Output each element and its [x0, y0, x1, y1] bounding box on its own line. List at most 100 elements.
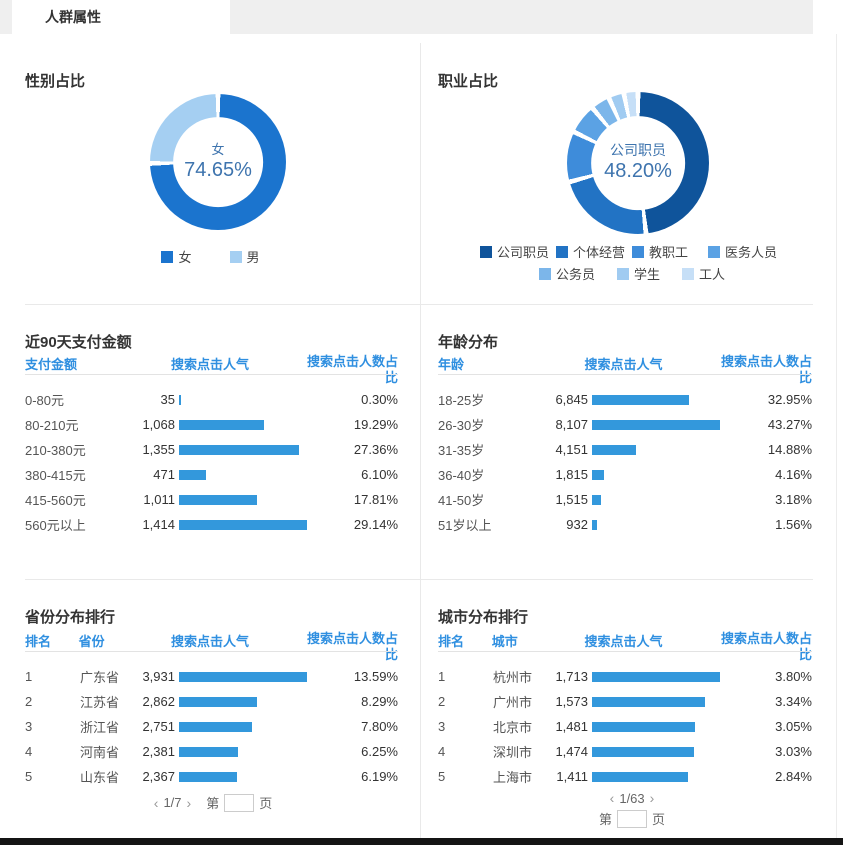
- popularity-bar: [592, 771, 688, 782]
- legend-item[interactable]: 工人: [682, 264, 725, 283]
- prev-page-icon[interactable]: ‹: [153, 794, 159, 811]
- column-header-rank[interactable]: 排名: [438, 634, 465, 649]
- column-header-popularity[interactable]: 搜索点击人气: [171, 357, 250, 372]
- cell-name: 北京市: [493, 720, 533, 735]
- panel-title: 近90天支付金额: [25, 334, 132, 351]
- cell-share-percent: 17.81%: [353, 492, 398, 507]
- popularity-bar: [592, 519, 597, 530]
- gender-donut-chart[interactable]: 女 74.65%: [150, 94, 286, 230]
- legend-item[interactable]: 公务员: [538, 264, 595, 283]
- popularity-bar: [179, 519, 307, 530]
- cell-bar-track: [179, 394, 313, 405]
- table-header-row: 年龄 搜索点击人气 搜索点击人数占比: [438, 354, 812, 387]
- cell-bar-track: [592, 671, 726, 682]
- popularity-bar: [592, 721, 695, 732]
- page-jump: 第页: [206, 793, 272, 812]
- cell-popularity-value: 3,931: [142, 669, 175, 684]
- column-header-popularity[interactable]: 搜索点击人气: [171, 634, 250, 649]
- legend-item[interactable]: 学生: [616, 264, 660, 283]
- cell-share-percent: 19.29%: [353, 417, 398, 432]
- cell-name: 51岁以上: [438, 518, 492, 533]
- column-header-name[interactable]: 城市: [491, 634, 518, 649]
- column-header-name[interactable]: 支付金额: [25, 357, 78, 372]
- page-number-input[interactable]: [224, 793, 255, 812]
- panel-title: 省份分布排行: [25, 609, 116, 626]
- popularity-bar: [592, 746, 695, 757]
- table-row: 415-560元 1,011 17.81%: [25, 487, 398, 512]
- page-number-input[interactable]: [617, 809, 647, 828]
- cell-name: 山东省: [80, 770, 120, 785]
- column-header-rank[interactable]: 排名: [25, 634, 52, 649]
- cell-popularity-value: 1,815: [555, 467, 588, 482]
- legend-label: 女: [178, 250, 192, 265]
- legend-item[interactable]: 男: [229, 247, 260, 266]
- legend-item[interactable]: 医务人员: [708, 242, 784, 261]
- next-page-icon[interactable]: ›: [186, 794, 192, 811]
- page-indicator: 1/63: [619, 790, 645, 806]
- table-row: 41-50岁 1,515 3.18%: [438, 487, 812, 512]
- popularity-bar: [179, 444, 300, 455]
- column-header-share[interactable]: 搜索点击人数占比: [720, 354, 812, 385]
- cell-share-percent: 3.34%: [775, 694, 812, 709]
- popularity-bar: [179, 494, 258, 505]
- page-indicator: 1/7: [163, 795, 182, 810]
- legend-item[interactable]: 个体经营: [556, 242, 632, 261]
- legend-label: 教职工: [649, 245, 689, 260]
- cell-share-percent: 43.27%: [767, 417, 812, 432]
- page-jump-suffix: 页: [652, 812, 666, 827]
- cell-bar-track: [179, 696, 313, 707]
- prev-page-icon[interactable]: ‹: [609, 790, 615, 806]
- table-row: 210-380元 1,355 27.36%: [25, 437, 398, 462]
- legend-item[interactable]: 公司职员: [480, 242, 556, 261]
- cell-name: 26-30岁: [438, 418, 485, 433]
- cell-rank: 4: [25, 744, 33, 759]
- cell-share-percent: 7.80%: [361, 719, 398, 734]
- popularity-bar: [592, 696, 705, 707]
- cell-rank: 1: [25, 669, 33, 684]
- gender-legend: 女男: [0, 247, 421, 266]
- cell-bar-track: [592, 494, 726, 505]
- cell-share-percent: 14.88%: [767, 442, 812, 457]
- cell-rank: 3: [438, 719, 446, 734]
- column-header-name[interactable]: 省份: [78, 634, 105, 649]
- cell-popularity-value: 8,107: [555, 417, 588, 432]
- donut-center-value: 74.65%: [184, 159, 252, 182]
- cell-popularity-value: 932: [566, 517, 588, 532]
- tab-crowd-attributes[interactable]: 人群属性: [12, 0, 230, 34]
- column-header-popularity[interactable]: 搜索点击人气: [584, 634, 663, 649]
- popularity-bar: [179, 696, 258, 707]
- column-header-popularity[interactable]: 搜索点击人气: [584, 357, 663, 372]
- column-header-share[interactable]: 搜索点击人数占比: [306, 354, 398, 385]
- cell-popularity-value: 2,367: [142, 769, 175, 784]
- province-table: 排名 省份 搜索点击人气 搜索点击人数占比 1 广东省 3,931 13.59% 2 江苏省 2,8…: [0, 631, 421, 789]
- legend-label: 医务人员: [725, 245, 778, 260]
- legend-swatch-icon: [708, 245, 720, 258]
- table-row: 26-30岁 8,107 43.27%: [438, 412, 812, 437]
- cell-popularity-value: 6,845: [555, 392, 588, 407]
- panel-title: 职业占比: [438, 73, 499, 90]
- cell-name: 浙江省: [80, 720, 120, 735]
- cell-rank: 1: [438, 669, 446, 684]
- cell-popularity-value: 1,414: [142, 517, 175, 532]
- cell-popularity-value: 2,381: [142, 744, 175, 759]
- legend-item[interactable]: 教职工: [632, 242, 708, 261]
- column-header-name[interactable]: 年龄: [438, 357, 465, 372]
- next-page-icon[interactable]: ›: [649, 790, 655, 806]
- cell-share-percent: 6.19%: [361, 769, 398, 784]
- column-header-share[interactable]: 搜索点击人数占比: [720, 631, 812, 662]
- province-pagination: ‹ 1/7 › 第页: [0, 793, 421, 812]
- column-header-share[interactable]: 搜索点击人数占比: [306, 631, 398, 662]
- legend-label: 男: [246, 250, 260, 265]
- table-row: 36-40岁 1,815 4.16%: [438, 462, 812, 487]
- cell-bar-track: [179, 419, 313, 430]
- legend-item[interactable]: 女: [161, 247, 192, 266]
- cell-name: 31-35岁: [438, 443, 485, 458]
- age-table: 年龄 搜索点击人气 搜索点击人数占比 18-25岁 6,845 32.95% 26-30岁 8…: [421, 354, 843, 537]
- city-pagination-jump: 第页: [421, 809, 843, 828]
- occupation-donut-chart[interactable]: 公司职员 48.20%: [567, 92, 709, 234]
- popularity-bar: [179, 419, 264, 430]
- cell-share-percent: 3.80%: [775, 669, 812, 684]
- popularity-bar: [592, 469, 605, 480]
- cell-rank: 5: [438, 769, 446, 784]
- cell-rank: 2: [438, 694, 446, 709]
